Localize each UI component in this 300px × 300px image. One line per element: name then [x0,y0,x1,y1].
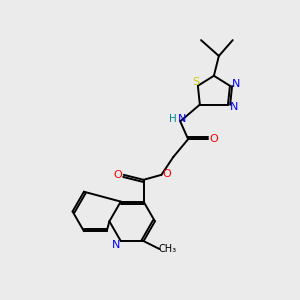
Text: O: O [113,170,122,180]
Text: N: N [230,102,238,112]
Text: N: N [178,114,186,124]
Text: N: N [232,79,240,89]
Text: O: O [162,169,171,179]
Text: N: N [112,240,120,250]
Text: O: O [209,134,218,144]
Text: CH₃: CH₃ [158,244,176,254]
Text: S: S [192,77,200,87]
Text: H: H [169,114,177,124]
